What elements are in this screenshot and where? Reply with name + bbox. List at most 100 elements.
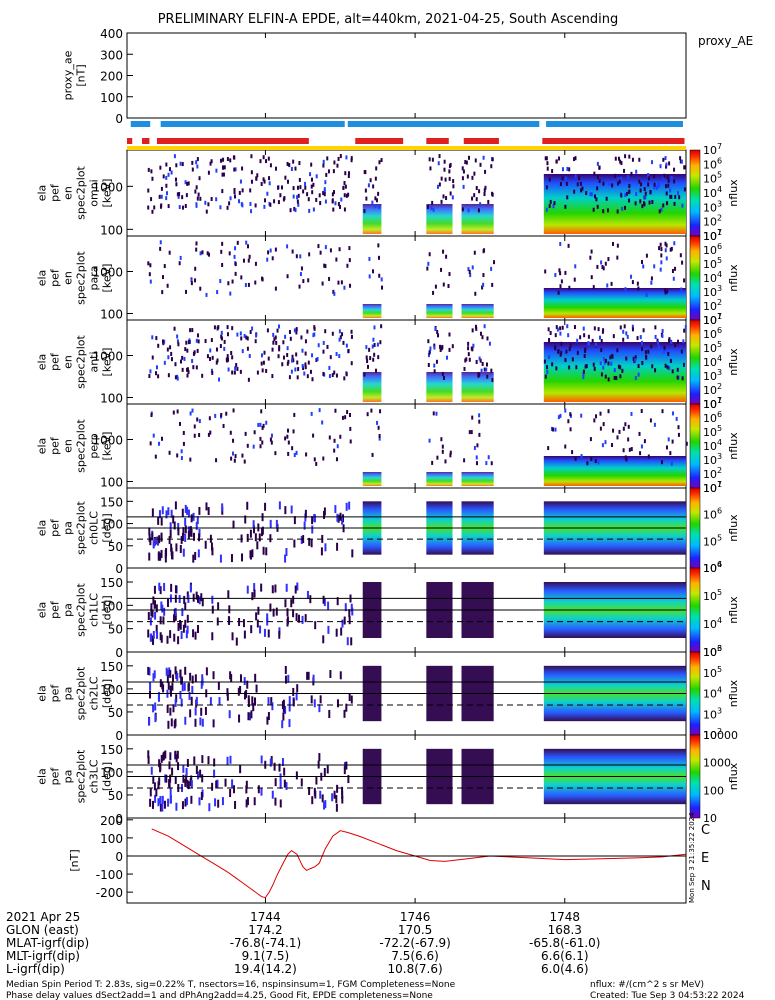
spec-pixel — [221, 241, 224, 246]
colorbar-label: nflux — [727, 514, 740, 542]
spec-pixel — [369, 178, 372, 183]
y-axis-label: pa — [62, 603, 75, 617]
spec-pixel — [437, 333, 440, 338]
spec-pixel — [471, 328, 474, 333]
spec-pixel — [569, 427, 572, 432]
pa-pixel — [190, 780, 193, 789]
colorbar — [689, 734, 701, 819]
spec-pixel — [657, 184, 660, 189]
pa-pixel — [243, 677, 246, 686]
pa-pixel — [311, 525, 314, 534]
spec-pixel — [191, 160, 194, 165]
footer-line1-left: Median Spin Period T: 2.83s, sig=0.22% T… — [6, 980, 456, 990]
spec-pixel — [288, 330, 291, 335]
spec-pixel — [639, 335, 642, 340]
spec-pixel — [621, 206, 624, 211]
pa-pixel — [168, 779, 171, 788]
spec-pixel — [647, 173, 650, 178]
spec-pixel — [178, 192, 181, 197]
spec-pixel — [566, 324, 569, 329]
spec-pixel — [364, 170, 367, 175]
pa-pixel — [307, 671, 310, 680]
pa-pixel — [184, 602, 187, 611]
spec-pixel — [678, 195, 681, 200]
y-axis-label: [keV] — [101, 179, 114, 208]
pa-pixel — [153, 670, 156, 679]
spec-pixel — [316, 357, 319, 362]
pa-pixel — [323, 598, 326, 607]
spec-pixel — [641, 361, 644, 366]
spec-pixel — [295, 327, 298, 332]
spec-pixel — [671, 369, 674, 374]
y-tick-label: 50 — [108, 623, 123, 637]
spec-pixel — [564, 176, 567, 181]
spec-pixel — [474, 158, 477, 163]
spec-pixel — [201, 373, 204, 378]
spec-pixel — [322, 456, 325, 461]
spec-pixel — [185, 289, 188, 294]
pa-pixel — [336, 699, 339, 708]
spec-pixel — [440, 199, 443, 204]
spec-pixel — [484, 169, 487, 174]
spec-pixel — [331, 192, 334, 197]
spec-pixel — [176, 374, 179, 379]
spec-pixel — [254, 280, 257, 285]
spec-pixel — [253, 430, 256, 435]
spec-pixel — [373, 325, 376, 330]
pa-pixel — [254, 697, 257, 706]
pa-pixel — [159, 586, 162, 595]
pa-pixel — [177, 623, 180, 632]
pa-pixel — [200, 593, 203, 602]
colorbar-tick-label: 106 — [703, 507, 722, 522]
spec-pixel — [229, 430, 232, 435]
spec-pixel — [596, 264, 599, 269]
y-axis-label: spec2plot — [75, 501, 88, 555]
spec-pixel — [571, 450, 574, 455]
spec-pixel — [284, 436, 287, 441]
spec-pixel — [639, 451, 642, 456]
spec-pixel — [439, 347, 442, 352]
spec-pixel — [475, 186, 478, 191]
spec-pixel — [648, 200, 651, 205]
spec-pixel — [344, 171, 347, 176]
series-line — [151, 828, 687, 899]
spec-pixel — [545, 207, 548, 212]
spec-pixel — [315, 461, 318, 466]
pa-pixel — [176, 750, 179, 759]
spec-pixel — [339, 154, 342, 159]
spec-pixel — [248, 354, 251, 359]
spec-pixel — [261, 276, 264, 281]
spec-pixel — [602, 328, 605, 333]
spec-pixel — [630, 411, 633, 416]
x-axis-value: 170.5 — [398, 923, 432, 937]
spec-pixel — [666, 365, 669, 370]
spec-pixel — [473, 250, 476, 255]
spec-pixel — [559, 284, 562, 289]
spec-pixel — [256, 370, 259, 375]
spec-pixel — [561, 167, 564, 172]
pa-pixel — [318, 704, 321, 713]
pa-pixel — [175, 694, 178, 703]
spec-pixel — [288, 163, 291, 168]
spec-pixel — [310, 177, 313, 182]
spec-band — [461, 204, 494, 234]
spec-pixel — [616, 209, 619, 214]
spec-pixel — [304, 181, 307, 186]
colorbar-tick-label: 103 — [703, 368, 722, 383]
spec-pixel — [318, 408, 321, 413]
spec-pixel — [667, 178, 670, 183]
pa-pixel — [227, 590, 230, 599]
spec-band — [362, 372, 382, 402]
spec-pixel — [186, 367, 189, 372]
spec-pixel — [163, 339, 166, 344]
pa-pixel — [284, 705, 287, 714]
spec-pixel — [622, 426, 625, 431]
pa-pixel — [191, 675, 194, 684]
spec-pixel — [265, 159, 268, 164]
spec-pixel — [167, 172, 170, 177]
pa-pixel — [300, 778, 303, 787]
pa-pixel — [177, 527, 180, 536]
pa-pixel — [185, 797, 188, 806]
pa-pixel — [172, 515, 175, 524]
spec-pixel — [302, 279, 305, 284]
